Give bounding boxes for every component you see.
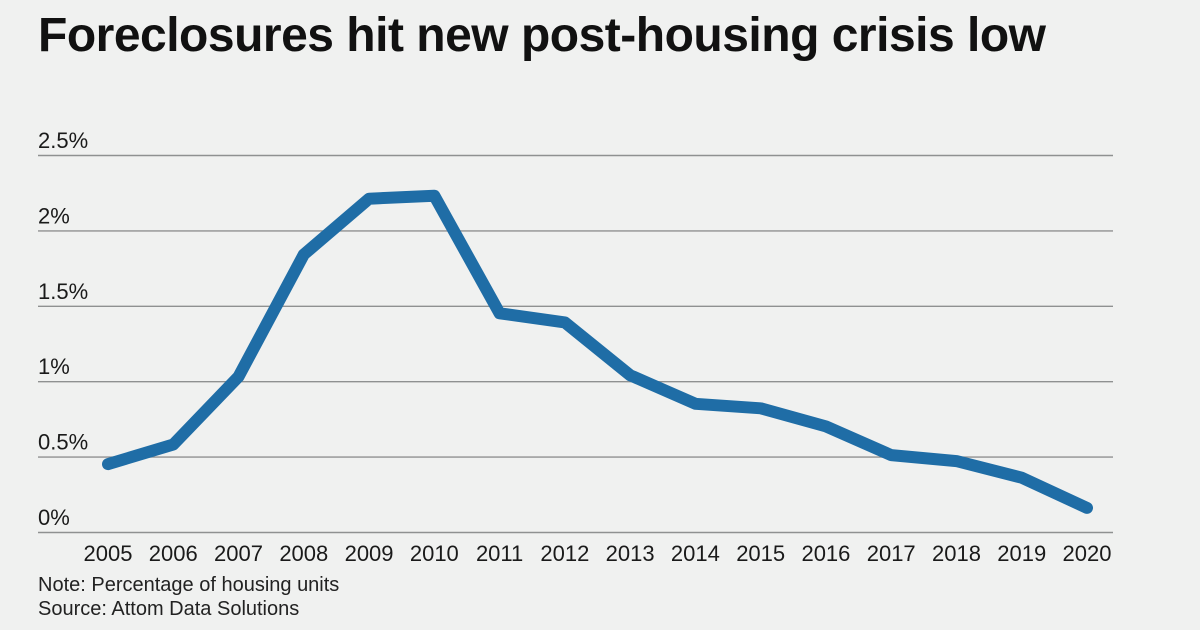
x-axis-tick-label: 2007 [214, 541, 263, 566]
x-axis-tick-label: 2014 [671, 541, 720, 566]
foreclosure-rate-line [102, 189, 1093, 514]
y-axis-tick-label: 2.5% [38, 128, 88, 153]
x-axis-tick-label: 2020 [1063, 541, 1112, 566]
y-axis-tick-label: 0% [38, 505, 70, 530]
x-axis-tick-label: 2019 [997, 541, 1046, 566]
chart-source: Source: Attom Data Solutions [38, 598, 300, 620]
x-axis-tick-label: 2017 [867, 541, 916, 566]
chart-title: Foreclosures hit new post-housing crisis… [38, 9, 1046, 62]
x-axis-tick-label: 2005 [84, 541, 133, 566]
x-axis-tick-label: 2015 [736, 541, 785, 566]
y-axis-tick-label: 1.5% [38, 279, 88, 304]
x-axis-tick-label: 2016 [801, 541, 850, 566]
chart-footer: Note: Percentage of housing units Source… [38, 573, 339, 621]
chart-note: Note: Percentage of housing units [38, 574, 340, 596]
x-axis-tick-label: 2011 [476, 541, 523, 566]
y-axis-tick-label: 0.5% [38, 430, 88, 455]
x-axis-tick-label: 2018 [932, 541, 981, 566]
x-axis-tick-label: 2012 [540, 541, 589, 566]
x-axis-tick-label: 2010 [410, 541, 459, 566]
y-axis-tick-label: 2% [38, 203, 70, 228]
y-axis-tick-label: 1% [38, 354, 70, 379]
x-axis-tick-label: 2006 [149, 541, 198, 566]
x-axis-tick-label: 2009 [345, 541, 394, 566]
x-axis-tick-label: 2008 [279, 541, 328, 566]
x-axis-tick-label: 2013 [606, 541, 655, 566]
